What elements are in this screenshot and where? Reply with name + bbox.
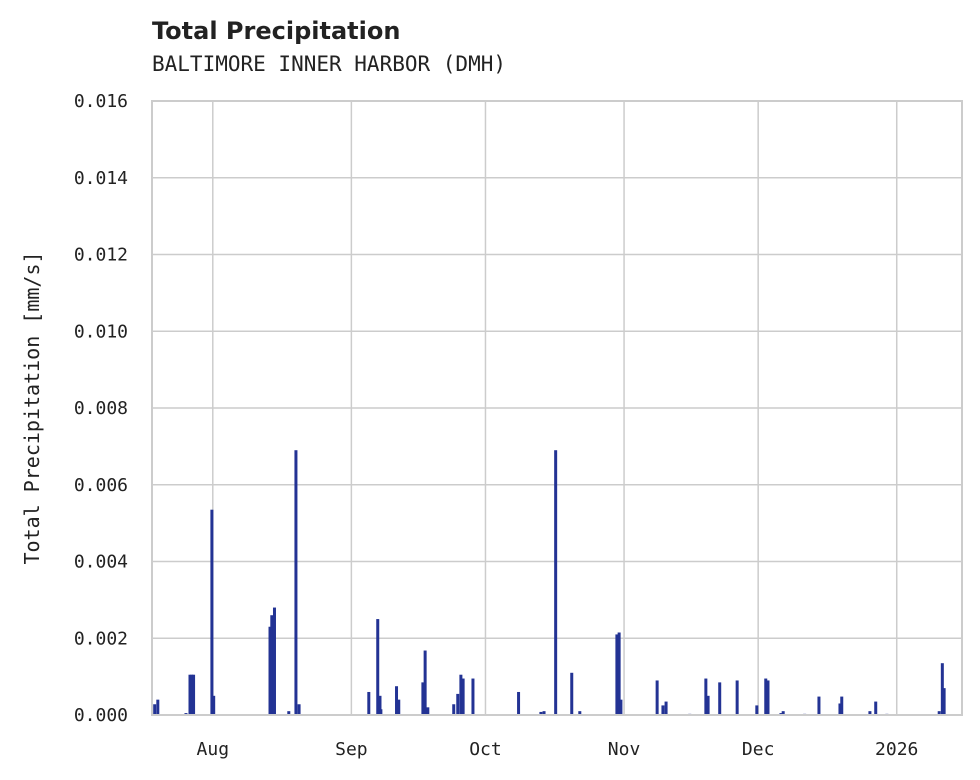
y-tick-label: 0.002	[74, 628, 128, 649]
precip-bar	[190, 674, 194, 715]
precip-bar	[840, 696, 844, 715]
precip-bar	[517, 691, 521, 715]
precip-bar	[212, 695, 216, 715]
precip-bar	[838, 703, 842, 715]
precip-bar	[664, 701, 668, 715]
precip-bar	[421, 682, 425, 715]
precip-bar	[395, 686, 399, 715]
precip-bar	[452, 704, 456, 715]
precip-bar	[539, 711, 543, 715]
precip-bar	[423, 650, 427, 715]
precip-bar	[781, 711, 785, 715]
precip-bar	[271, 699, 275, 715]
precip-bar	[268, 626, 272, 715]
precip-bar	[735, 680, 739, 715]
precip-bar	[817, 696, 821, 715]
precip-bar	[542, 711, 546, 715]
precip-bar	[461, 678, 465, 715]
plot-frame	[151, 100, 963, 716]
precip-bar	[868, 711, 872, 715]
precip-bar	[617, 632, 621, 715]
x-tick-label: Dec	[742, 739, 775, 760]
precip-bar	[706, 695, 710, 715]
precip-bar	[153, 704, 157, 715]
precip-bar	[755, 705, 759, 715]
precip-bar	[156, 699, 160, 715]
precip-bar	[764, 678, 768, 715]
x-tick-label: Nov	[608, 739, 641, 760]
precip-bar	[937, 711, 941, 715]
x-tick-label: Oct	[469, 739, 502, 760]
precip-bar	[940, 663, 944, 715]
precip-bar	[367, 691, 371, 715]
y-tick-label: 0.016	[74, 91, 128, 112]
precip-bar	[376, 619, 380, 715]
precip-bar	[297, 704, 301, 715]
precip-bar	[210, 509, 214, 715]
x-tick-label: 2026	[875, 739, 918, 760]
precip-bar	[188, 674, 192, 715]
y-tick-label: 0.004	[74, 552, 128, 573]
precip-bar	[272, 607, 276, 715]
y-axis-label: Total Precipitation [mm/s]	[20, 251, 44, 564]
precip-bar	[619, 699, 623, 715]
precip-bar	[655, 680, 659, 715]
precip-bar	[718, 682, 722, 715]
precip-bar	[615, 634, 619, 715]
precip-bar	[554, 450, 558, 715]
precip-bar	[456, 693, 460, 715]
precip-bar	[570, 672, 574, 715]
precip-bar	[874, 701, 878, 715]
precip-bar	[578, 711, 582, 715]
precip-bar	[379, 709, 383, 715]
precip-bar	[287, 711, 291, 715]
x-tick-label: Sep	[335, 739, 368, 760]
precip-bar	[426, 707, 430, 715]
y-tick-label: 0.008	[74, 398, 128, 419]
precip-bar	[270, 615, 274, 715]
precip-bar	[459, 674, 463, 715]
precip-bar	[397, 699, 401, 715]
x-tick-label: Aug	[197, 739, 230, 760]
y-tick-label: 0.012	[74, 245, 128, 266]
chart-subtitle: BALTIMORE INNER HARBOR (DMH)	[152, 52, 507, 76]
chart-title: Total Precipitation	[152, 17, 401, 45]
precip-bar	[378, 695, 382, 715]
y-tick-label: 0.014	[74, 168, 128, 189]
precip-bar	[294, 450, 298, 715]
precip-bar	[766, 680, 770, 715]
precip-bar	[192, 674, 196, 715]
y-tick-label: 0.000	[74, 705, 128, 726]
y-tick-label: 0.010	[74, 321, 128, 342]
precip-bar	[661, 705, 665, 715]
precip-bar	[942, 688, 946, 715]
precip-bar	[704, 678, 708, 715]
y-tick-label: 0.006	[74, 475, 128, 496]
precip-bar	[471, 678, 475, 715]
